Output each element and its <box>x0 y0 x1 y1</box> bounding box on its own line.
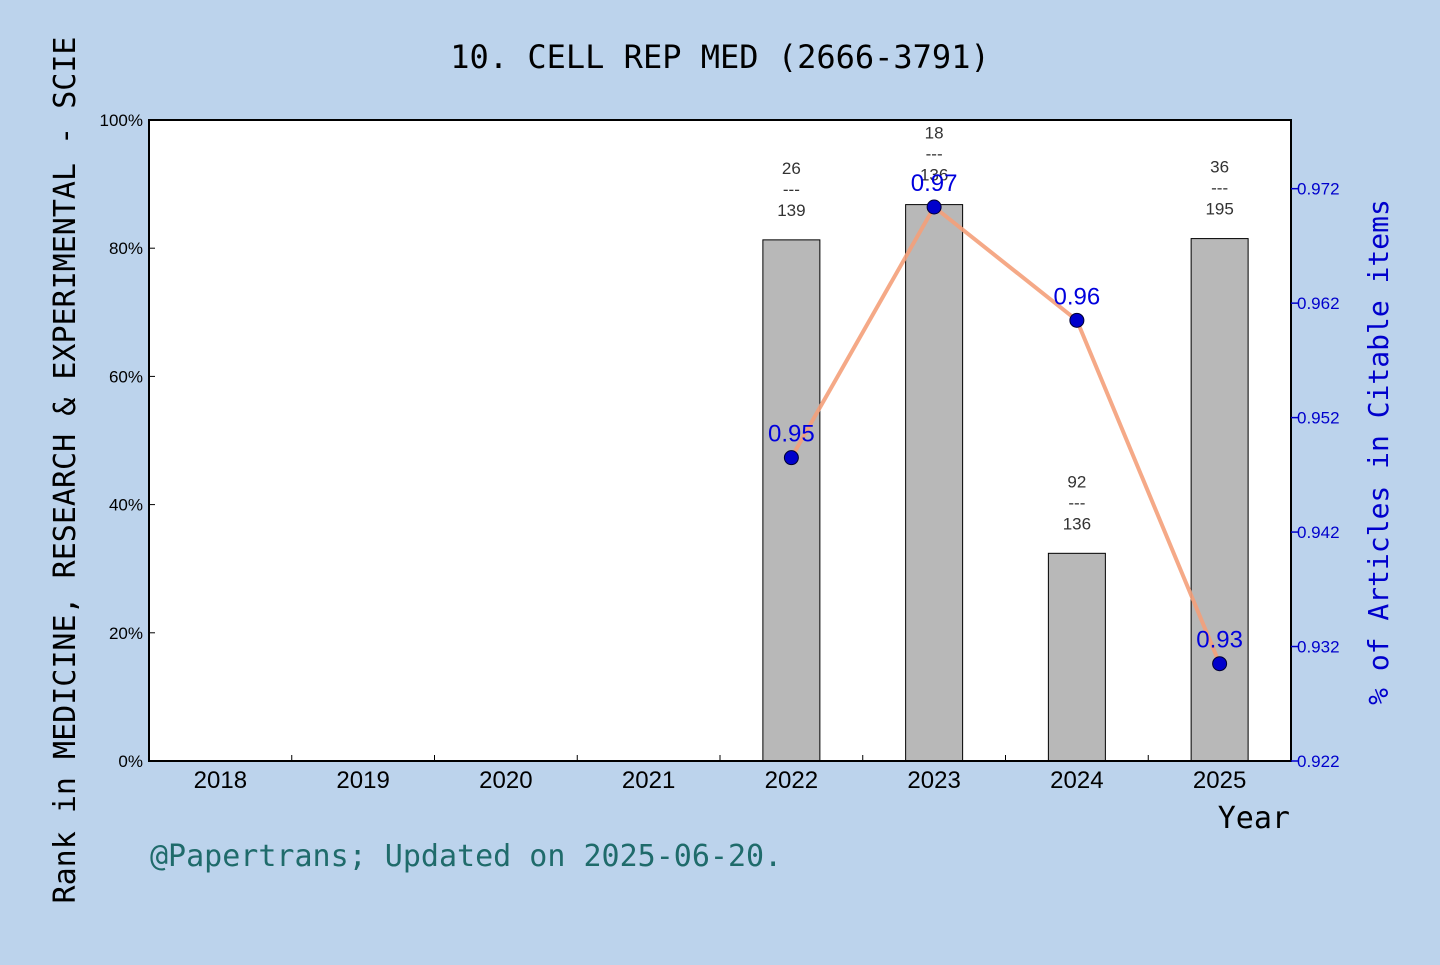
right-tick-label: 0.972 <box>1297 180 1340 199</box>
bar-separator-2022: --- <box>783 180 800 199</box>
point-label-2024: 0.96 <box>1054 283 1101 310</box>
x-tick-label-2024: 2024 <box>1050 767 1103 794</box>
citable-line <box>789 203 1222 665</box>
x-tick-label-2018: 2018 <box>194 767 247 794</box>
point-label-2025: 0.93 <box>1196 627 1243 654</box>
bar-rank-label-2022: 26 <box>782 159 801 178</box>
right-axis: 0.922 0.932 0.942 0.952 0.962 0.972 <box>1291 180 1340 771</box>
point-label-2023: 0.97 <box>911 170 958 197</box>
plot-area <box>149 120 1291 761</box>
bars-group <box>762 204 1249 762</box>
x-tick-label-2021: 2021 <box>622 767 675 794</box>
left-tick-label: 20% <box>109 624 143 643</box>
bar-2025 <box>1190 238 1249 762</box>
point-labels-group: 0.95 0.97 0.96 0.93 <box>768 170 1243 654</box>
bar-rank-label-2025: 36 <box>1210 158 1229 177</box>
right-tick-label: 0.952 <box>1297 409 1340 428</box>
bar-separator-2023: --- <box>926 145 943 164</box>
bar-total-label-2024: 136 <box>1063 514 1091 533</box>
right-tick-label: 0.962 <box>1297 294 1340 313</box>
right-tick-label: 0.942 <box>1297 523 1340 542</box>
left-tick-label: 60% <box>109 367 143 386</box>
point-2022 <box>783 450 799 466</box>
x-tick-label-2022: 2022 <box>765 767 818 794</box>
x-tick-label-2023: 2023 <box>907 767 960 794</box>
y-axis-label: Rank in MEDICINE, RESEARCH & EXPERIMENTA… <box>48 37 83 904</box>
bar-2023 <box>905 204 964 762</box>
x-tick-label-2020: 2020 <box>479 767 532 794</box>
x-axis: 2018 2019 2020 2021 2022 2023 2024 2025 <box>194 755 1246 794</box>
bar-total-label-2025: 195 <box>1205 200 1233 219</box>
bar-2024 <box>1047 552 1106 762</box>
point-2024 <box>1069 312 1085 328</box>
bar-total-label-2023: 136 <box>920 166 948 185</box>
point-label-2022: 0.95 <box>768 421 815 448</box>
y2-axis-label: % of Articles in Citable items <box>1362 199 1395 705</box>
chart-title: 10. CELL REP MED (2666-3791) <box>450 38 989 76</box>
left-tick-label: 80% <box>109 239 143 258</box>
left-tick-label: 40% <box>109 496 143 515</box>
bar-rank-label-2024: 92 <box>1067 472 1086 491</box>
bar-labels-group: 26 --- 139 18 --- 136 92 --- 136 36 --- 195 <box>777 124 1234 534</box>
right-tick-label: 0.922 <box>1297 752 1340 771</box>
point-2025 <box>1212 656 1228 672</box>
right-tick-label: 0.932 <box>1297 638 1340 657</box>
bar-separator-2024: --- <box>1068 493 1085 512</box>
left-axis: 0% 20% 40% 60% 80% 100% <box>100 111 155 771</box>
x-tick-label-2025: 2025 <box>1193 767 1246 794</box>
x-axis-label: Year <box>1218 801 1290 836</box>
bar-2022 <box>762 239 821 762</box>
bar-total-label-2022: 139 <box>777 201 805 220</box>
bar-rank-label-2023: 18 <box>925 124 944 143</box>
point-2023 <box>926 199 942 215</box>
left-tick-label: 0% <box>118 752 143 771</box>
footer-note: @Papertrans; Updated on 2025-06-20. <box>150 839 782 874</box>
left-tick-label: 100% <box>100 111 143 130</box>
markers-group <box>783 199 1228 672</box>
x-tick-label-2019: 2019 <box>336 767 389 794</box>
bar-separator-2025: --- <box>1211 179 1228 198</box>
